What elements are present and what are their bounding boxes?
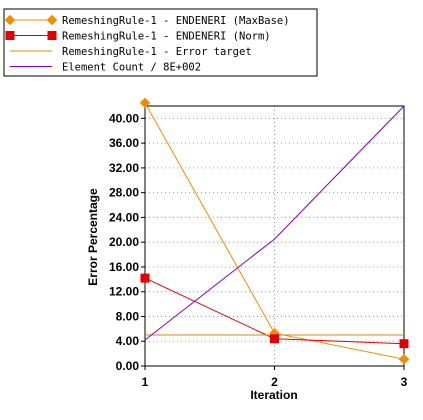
y-tick-label: 0.00 (116, 359, 140, 373)
x-tick-label: 1 (142, 375, 149, 389)
y-tick-label: 40.00 (109, 111, 139, 125)
y-tick-label: 36.00 (109, 136, 139, 150)
legend: RemeshingRule-1 - ENDENERI (MaxBase) Reme… (3, 8, 318, 77)
series-line-1 (144, 102, 405, 360)
y-tick-label: 16.00 (109, 260, 139, 274)
legend-entry: RemeshingRule-1 - ENDENERI (Norm) (62, 31, 271, 43)
legend-marker (46, 14, 58, 26)
legend-entry: Element Count / 8E+002 (62, 62, 201, 74)
series-line-4 (144, 105, 405, 341)
plot-area: 0.00 4.00 8.00 12.00 16.00 20.00 24.00 28.00 32.… (109, 97, 410, 389)
y-tick-label: 32.00 (109, 161, 139, 175)
series-2-point (399, 339, 409, 349)
legend-marker (47, 31, 57, 40)
series-2-point (270, 334, 279, 344)
y-tick-label: 12.00 (109, 285, 139, 299)
x-tick-label: 3 (401, 375, 408, 389)
y-tick-label: 20.00 (109, 235, 139, 249)
y-tick-label: 28.00 (109, 186, 139, 200)
legend-marker (4, 14, 16, 26)
series-2-point (140, 273, 150, 283)
legend-marker (5, 31, 15, 40)
x-tick-label: 2 (271, 375, 278, 389)
legend-entry: RemeshingRule-1 - Error target (62, 46, 252, 58)
series-1-point (398, 353, 410, 365)
x-axis-title: Iteration (250, 388, 297, 402)
y-tick-label: 8.00 (116, 309, 140, 323)
y-axis-title: Error Percentage (86, 188, 100, 286)
series-1-point (139, 97, 151, 109)
y-tick-label: 24.00 (109, 210, 139, 224)
legend-entry: RemeshingRule-1 - ENDENERI (MaxBase) (62, 15, 290, 27)
y-tick-label: 4.00 (116, 334, 140, 348)
